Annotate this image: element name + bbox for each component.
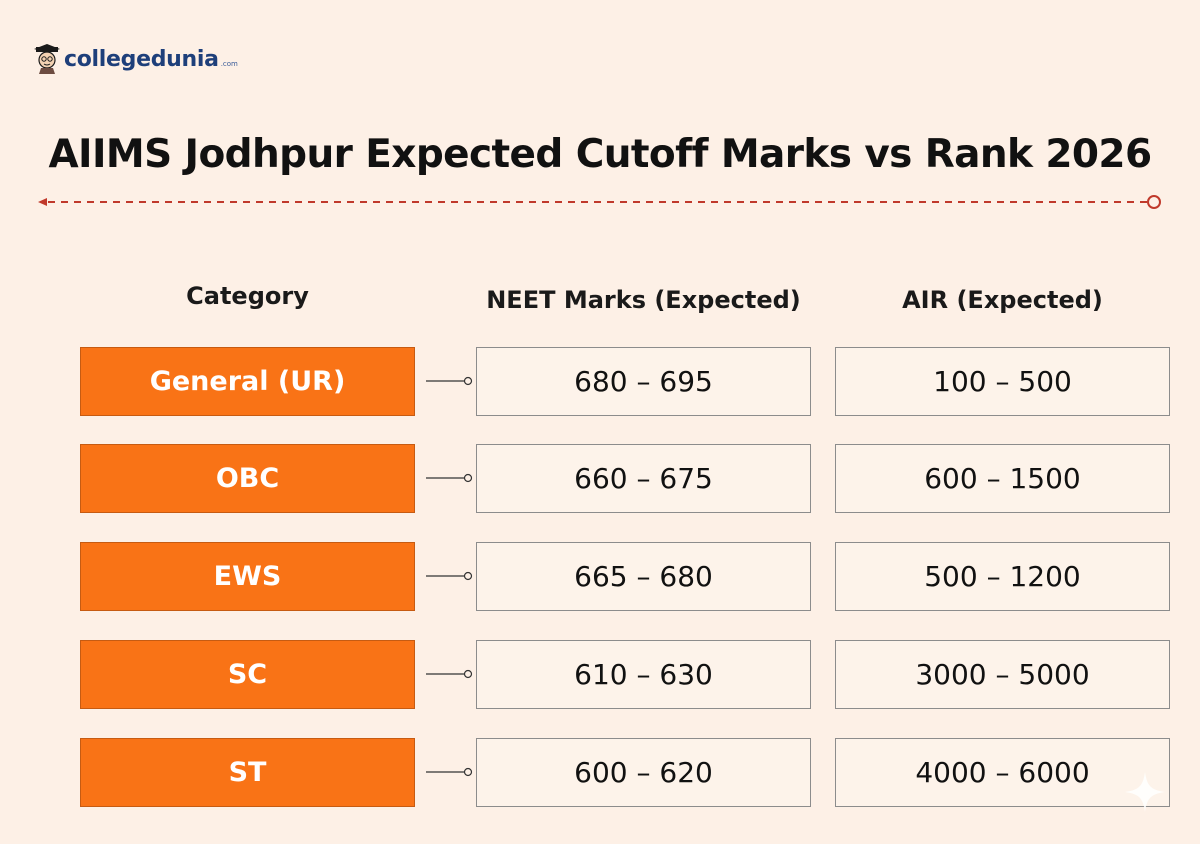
- air-cell: 600 – 1500: [835, 444, 1170, 513]
- marks-cell: 610 – 630: [476, 640, 811, 709]
- air-cell: 100 – 500: [835, 347, 1170, 416]
- marks-column-header: NEET Marks (Expected): [486, 286, 801, 314]
- sparkle-icon: [1125, 772, 1165, 812]
- end-circle-icon: [1147, 195, 1161, 209]
- category-column-header: Category: [186, 282, 309, 310]
- table-row: SC 610 – 630 3000 – 5000: [0, 640, 1200, 709]
- air-cell: 500 – 1200: [835, 542, 1170, 611]
- table-row: General (UR) 680 – 695 100 – 500: [0, 347, 1200, 416]
- connector-line: [426, 376, 473, 386]
- category-cell: ST: [80, 738, 415, 807]
- marks-cell: 680 – 695: [476, 347, 811, 416]
- table-row: ST 600 – 620 4000 – 6000: [0, 738, 1200, 807]
- marks-cell: 660 – 675: [476, 444, 811, 513]
- category-cell: OBC: [80, 444, 415, 513]
- brand-logo: collegedunia .com: [34, 42, 238, 76]
- table-row: OBC 660 – 675 600 – 1500: [0, 444, 1200, 513]
- table-row: EWS 665 – 680 500 – 1200: [0, 542, 1200, 611]
- brand-name: collegedunia: [64, 46, 219, 72]
- marks-cell: 665 – 680: [476, 542, 811, 611]
- air-cell: 4000 – 6000: [835, 738, 1170, 807]
- air-cell: 3000 – 5000: [835, 640, 1170, 709]
- marks-cell: 600 – 620: [476, 738, 811, 807]
- connector-line: [426, 571, 473, 581]
- category-cell: General (UR): [80, 347, 415, 416]
- brand-suffix: .com: [220, 60, 238, 68]
- dashed-divider: [38, 195, 1161, 209]
- connector-line: [426, 473, 473, 483]
- left-arrow-icon: [38, 198, 47, 206]
- page-title: AIIMS Jodhpur Expected Cutoff Marks vs R…: [48, 132, 1152, 177]
- connector-line: [426, 669, 473, 679]
- student-mascot-icon: [34, 44, 60, 74]
- connector-line: [426, 767, 473, 777]
- category-cell: EWS: [80, 542, 415, 611]
- air-column-header: AIR (Expected): [902, 286, 1103, 314]
- category-cell: SC: [80, 640, 415, 709]
